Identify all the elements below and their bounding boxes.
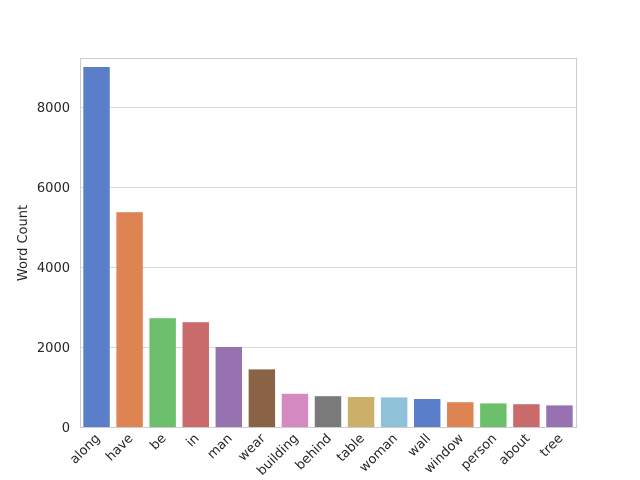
bar-along xyxy=(83,67,110,427)
bars xyxy=(83,67,573,427)
gridlines xyxy=(80,107,576,348)
bar-have xyxy=(116,212,143,427)
y-tick-label: 6000 xyxy=(37,181,70,196)
y-tick-label: 2000 xyxy=(37,341,70,356)
bar-be xyxy=(149,318,176,427)
y-axis-label: Word Count xyxy=(16,205,31,281)
bar-wall xyxy=(413,399,441,427)
x-tick-label-person: person xyxy=(458,431,500,473)
bar-table xyxy=(347,397,375,427)
bar-behind xyxy=(314,396,342,427)
x-tick-label-along: along xyxy=(67,431,103,467)
x-tick-label-man: man xyxy=(205,431,236,462)
y-tick-label: 0 xyxy=(62,421,70,436)
bar-wear xyxy=(248,369,276,427)
x-tick-label-have: have xyxy=(103,431,136,464)
y-axis-ticks: 0 2000 4000 6000 8000 xyxy=(37,101,70,436)
x-tick-label-tree: tree xyxy=(537,431,566,460)
x-tick-label-in: in xyxy=(184,431,203,450)
bar-woman xyxy=(380,397,408,427)
bar-tree xyxy=(546,405,573,427)
bar-man xyxy=(215,347,243,427)
x-tick-label-about: about xyxy=(496,431,533,468)
x-tick-label-be: be xyxy=(147,431,169,453)
y-tick-label: 4000 xyxy=(37,261,70,276)
bar-building xyxy=(281,393,309,427)
bar-about xyxy=(513,404,540,427)
y-tick-label: 8000 xyxy=(37,101,70,116)
x-tick-label-behind: behind xyxy=(293,431,335,473)
bar-person xyxy=(480,403,507,427)
bar-window xyxy=(447,402,474,427)
bar-in xyxy=(182,322,209,427)
plot-frame xyxy=(80,58,577,428)
x-tick-label-wall: wall xyxy=(405,431,434,460)
